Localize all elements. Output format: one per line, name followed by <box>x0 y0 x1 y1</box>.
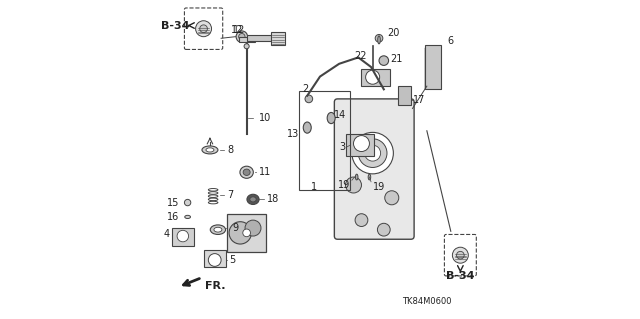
Ellipse shape <box>202 146 218 154</box>
Bar <box>398 86 411 105</box>
Circle shape <box>379 56 388 65</box>
Bar <box>425 45 441 89</box>
Bar <box>239 37 255 42</box>
Text: FR.: FR. <box>205 280 226 291</box>
Bar <box>204 250 226 267</box>
Circle shape <box>352 132 394 174</box>
Text: 19: 19 <box>372 182 385 192</box>
Text: 15: 15 <box>167 197 180 208</box>
Text: 21: 21 <box>390 54 403 64</box>
Ellipse shape <box>368 174 371 180</box>
Bar <box>271 32 285 45</box>
Text: 2: 2 <box>303 84 308 94</box>
Ellipse shape <box>243 169 250 175</box>
Bar <box>246 35 272 41</box>
Bar <box>346 134 374 156</box>
Text: 13: 13 <box>287 129 300 139</box>
Circle shape <box>177 230 189 242</box>
Ellipse shape <box>327 113 335 124</box>
Ellipse shape <box>247 194 259 204</box>
Circle shape <box>358 139 387 167</box>
Text: 7: 7 <box>227 189 234 200</box>
Bar <box>172 228 194 246</box>
Circle shape <box>456 251 464 259</box>
Bar <box>227 214 266 252</box>
Text: 3: 3 <box>339 142 346 152</box>
Circle shape <box>196 21 212 37</box>
Circle shape <box>355 214 368 226</box>
Text: 12: 12 <box>232 25 245 35</box>
Circle shape <box>184 199 191 206</box>
Circle shape <box>385 191 399 205</box>
Ellipse shape <box>214 227 222 232</box>
Ellipse shape <box>250 197 256 202</box>
Ellipse shape <box>240 166 253 178</box>
Ellipse shape <box>303 122 311 133</box>
Circle shape <box>353 136 369 152</box>
Text: 4: 4 <box>164 229 170 240</box>
Text: 5: 5 <box>229 255 236 265</box>
Polygon shape <box>425 48 441 89</box>
Ellipse shape <box>211 225 225 234</box>
Text: 18: 18 <box>268 194 280 204</box>
Circle shape <box>346 177 362 193</box>
FancyBboxPatch shape <box>334 99 414 239</box>
Text: 16: 16 <box>168 212 180 222</box>
Circle shape <box>239 33 245 40</box>
Circle shape <box>305 95 313 103</box>
Text: 12: 12 <box>231 25 243 35</box>
Text: 1: 1 <box>310 182 317 192</box>
Text: 6: 6 <box>447 36 454 47</box>
Circle shape <box>452 247 468 263</box>
Circle shape <box>245 220 261 236</box>
Text: B-34: B-34 <box>446 271 475 281</box>
Circle shape <box>209 254 221 266</box>
Circle shape <box>244 44 249 49</box>
Ellipse shape <box>206 148 214 152</box>
Text: 8: 8 <box>227 145 234 155</box>
Text: 11: 11 <box>259 167 271 177</box>
Circle shape <box>365 70 380 84</box>
Circle shape <box>200 25 207 33</box>
Text: 22: 22 <box>355 51 367 61</box>
Text: 20: 20 <box>387 28 399 39</box>
Text: TK84M0600: TK84M0600 <box>402 297 452 306</box>
Text: 19: 19 <box>338 180 350 190</box>
Bar <box>362 69 390 86</box>
Text: 14: 14 <box>334 110 347 120</box>
Ellipse shape <box>355 174 358 180</box>
Circle shape <box>375 34 383 42</box>
Text: 9: 9 <box>232 223 239 233</box>
Circle shape <box>243 229 250 237</box>
Circle shape <box>365 145 381 161</box>
Ellipse shape <box>185 215 191 219</box>
Text: 10: 10 <box>259 113 271 123</box>
Circle shape <box>236 31 248 42</box>
Circle shape <box>229 222 252 244</box>
Text: 17: 17 <box>413 95 425 106</box>
Ellipse shape <box>378 36 380 44</box>
Text: B-34: B-34 <box>161 20 189 31</box>
Circle shape <box>378 223 390 236</box>
